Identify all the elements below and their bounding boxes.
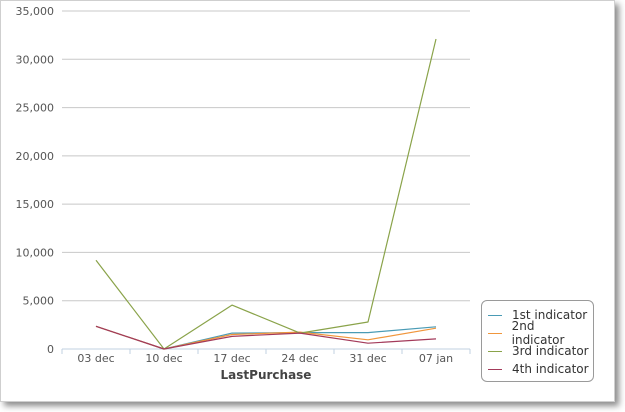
x-axis: 03 dec 10 dec 17 dec 24 dec 31 dec 07 jan — [61, 348, 471, 365]
x-tick-label: 17 dec — [213, 352, 250, 365]
y-axis-ticks: 0 5,000 10,000 15,000 20,000 25,000 30,000 35,0… — [16, 5, 55, 356]
y-tick-label: 20,000 — [16, 150, 55, 163]
legend-swatch — [488, 314, 502, 316]
legend-list: 1st indicator 2nd indicator 3rd indicator 4… — [486, 306, 589, 378]
legend-item[interactable]: 4th indicator — [486, 360, 589, 378]
grid-lines — [62, 10, 470, 302]
legend-swatch — [488, 332, 502, 334]
y-tick-label: 30,000 — [16, 53, 55, 66]
y-tick-label: 25,000 — [16, 102, 55, 115]
x-tick-label: 10 dec — [145, 352, 182, 365]
y-tick-label: 0 — [47, 343, 54, 356]
y-tick-label: 15,000 — [16, 198, 55, 211]
x-tick-label: 24 dec — [281, 352, 318, 365]
legend-label: 4th indicator — [512, 362, 589, 376]
series-line-4 — [95, 325, 437, 350]
legend-swatch — [488, 368, 502, 370]
legend-item[interactable]: 1st indicator — [486, 306, 589, 324]
legend-label: 3rd indicator — [512, 344, 589, 358]
legend: 1st indicator 2nd indicator 3rd indicator 4… — [481, 300, 594, 382]
x-axis-title: LastPurchase — [221, 368, 312, 382]
legend-label: 2nd indicator — [511, 319, 565, 347]
series-line-3 — [95, 38, 437, 350]
x-tick-label: 07 jan — [419, 352, 453, 365]
y-tick-label: 10,000 — [16, 246, 55, 259]
series-lines — [95, 38, 437, 350]
legend-item[interactable]: 2nd indicator — [486, 319, 589, 347]
series-line-2 — [95, 325, 437, 350]
y-tick-label: 5,000 — [23, 295, 55, 308]
series-line-1 — [95, 325, 437, 350]
x-tick-label: 31 dec — [349, 352, 386, 365]
y-tick-label: 35,000 — [16, 5, 55, 18]
legend-item[interactable]: 3rd indicator — [486, 342, 589, 360]
legend-label: 1st indicator — [512, 308, 588, 322]
x-tick-label: 03 dec — [77, 352, 114, 365]
legend-swatch — [488, 350, 502, 352]
